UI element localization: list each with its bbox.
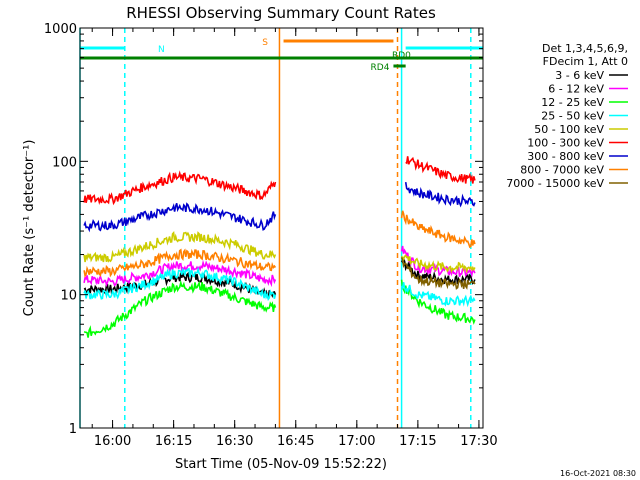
legend-entry-label: 3 - 6 keV: [555, 69, 604, 82]
flag-label: S: [262, 38, 268, 48]
x-tick-label: 16:45: [277, 434, 314, 449]
x-tick-label: 17:30: [460, 434, 497, 449]
x-tick-label: 17:15: [399, 434, 436, 449]
series-line: [400, 282, 476, 308]
series-line: [400, 279, 476, 325]
legend-header: Det 1,3,4,5,6,9,: [542, 42, 628, 55]
legend-entry-label: 300 - 800 keV: [527, 150, 604, 163]
chart-title: RHESSI Observing Summary Count Rates: [126, 4, 436, 22]
x-tick-label: 16:30: [216, 434, 253, 449]
y-tick-label: 1000: [44, 22, 77, 37]
series-line: [83, 279, 277, 338]
flag-label: RD0: [392, 51, 411, 61]
legend-entry-label: 25 - 50 keV: [541, 110, 604, 123]
series-line: [405, 156, 476, 184]
series-line: [83, 230, 277, 263]
legend-entry-label: 6 - 12 keV: [548, 83, 604, 96]
legend-header: FDecim 1, Att 0: [543, 55, 628, 68]
flag-label: N: [158, 45, 165, 55]
y-tick-label: 10: [60, 289, 77, 304]
y-tick-label: 100: [52, 155, 77, 170]
legend-entry-label: 50 - 100 keV: [534, 123, 604, 136]
plot-frame: [79, 27, 484, 429]
y-axis-label: Count Rate (s⁻¹ detector⁻¹): [22, 140, 37, 317]
x-tick-label: 17:00: [338, 434, 375, 449]
series-line: [400, 210, 476, 249]
x-tick-label: 16:00: [94, 434, 131, 449]
legend-entry-label: 12 - 25 keV: [541, 96, 604, 109]
legend-entry-label: 7000 - 15000 keV: [506, 177, 604, 190]
legend: Det 1,3,4,5,6,9,FDecim 1, Att 03 - 6 keV…: [506, 42, 628, 190]
series-line: [400, 257, 476, 290]
series-line: [83, 248, 277, 278]
flag-label: RD4: [371, 63, 390, 73]
x-axis-label: Start Time (05-Nov-09 15:52:22): [175, 457, 387, 472]
legend-entry-label: 100 - 300 keV: [527, 137, 604, 150]
legend-entry-label: 800 - 7000 keV: [520, 164, 604, 177]
series-lines: [83, 156, 476, 338]
series-line: [400, 254, 476, 274]
series-line: [83, 266, 277, 302]
axes: 16:00 16:15 16:30 16:45 17:00 17:15 17:30 1 10 10…: [44, 22, 498, 449]
series-line: [83, 170, 277, 206]
series-line: [404, 181, 476, 208]
series-line: [83, 259, 277, 288]
y-tick-label: 1: [69, 422, 77, 437]
series-line: [83, 202, 277, 233]
timestamp: 16-Oct-2021 08:30: [560, 469, 636, 478]
x-tick-label: 16:15: [155, 434, 192, 449]
